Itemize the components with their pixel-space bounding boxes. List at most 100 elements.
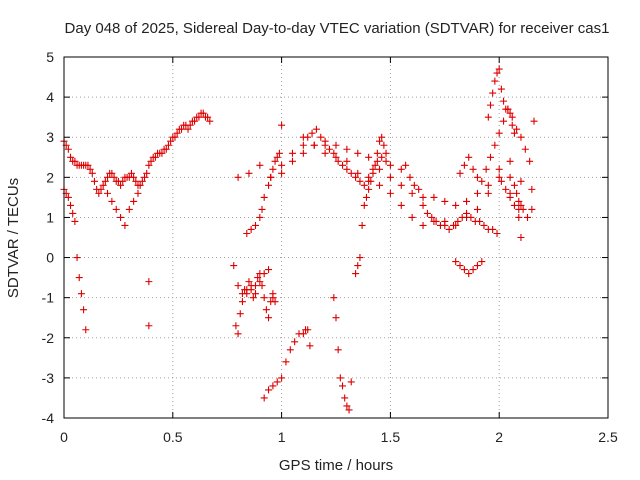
y-tick-label: 3 xyxy=(46,129,54,145)
data-point xyxy=(136,181,144,189)
data-point xyxy=(232,322,240,330)
x-tick-label: 0 xyxy=(60,429,68,445)
data-point xyxy=(243,286,251,294)
data-point xyxy=(256,213,264,221)
data-point xyxy=(119,177,127,185)
data-point xyxy=(145,161,153,169)
data-point xyxy=(469,165,477,173)
data-point xyxy=(378,153,386,161)
data-point xyxy=(288,149,296,157)
data-point xyxy=(312,125,320,133)
data-point xyxy=(517,133,525,141)
x-tick-label: 2 xyxy=(495,429,503,445)
data-point xyxy=(164,141,172,149)
data-point xyxy=(495,165,503,173)
data-point xyxy=(517,177,525,185)
data-point xyxy=(184,125,192,133)
data-point xyxy=(352,270,360,278)
data-point xyxy=(234,330,242,338)
data-point xyxy=(497,85,505,93)
data-point xyxy=(465,153,473,161)
data-point xyxy=(84,161,92,169)
x-tick-label: 2.5 xyxy=(598,429,618,445)
data-point xyxy=(95,189,103,197)
data-point xyxy=(71,217,79,225)
data-point xyxy=(141,173,149,181)
data-point xyxy=(243,229,251,237)
data-point xyxy=(171,133,179,141)
data-point xyxy=(504,105,512,113)
data-point xyxy=(64,145,72,153)
data-point xyxy=(419,201,427,209)
data-point xyxy=(108,169,116,177)
data-point xyxy=(506,189,514,197)
data-point xyxy=(410,181,418,189)
data-point xyxy=(236,310,244,318)
data-point xyxy=(186,121,194,129)
data-point xyxy=(271,157,279,165)
data-point xyxy=(117,181,125,189)
data-point xyxy=(132,177,140,185)
y-axis-label: SDTVAR / TECUs xyxy=(5,178,22,298)
data-point xyxy=(473,189,481,197)
data-point xyxy=(478,177,486,185)
data-point xyxy=(473,173,481,181)
x-axis-label: GPS time / hours xyxy=(279,457,393,474)
data-point xyxy=(77,290,85,298)
data-point xyxy=(158,149,166,157)
data-point xyxy=(402,161,410,169)
data-point xyxy=(304,326,312,334)
data-point xyxy=(356,177,364,185)
data-point xyxy=(282,358,290,366)
data-point xyxy=(138,177,146,185)
data-point xyxy=(273,378,281,386)
y-tick-label: 4 xyxy=(46,89,54,105)
x-tick-label: 1.5 xyxy=(381,429,401,445)
data-point xyxy=(406,173,414,181)
data-point xyxy=(260,294,268,302)
data-point xyxy=(376,137,384,145)
data-point xyxy=(288,157,296,165)
data-point xyxy=(143,169,151,177)
data-point xyxy=(130,173,138,181)
data-point xyxy=(491,141,499,149)
data-point xyxy=(397,181,405,189)
data-point xyxy=(271,298,279,306)
data-point xyxy=(147,157,155,165)
chart-title: Day 048 of 2025, Sidereal Day-to-day VTE… xyxy=(65,20,610,37)
data-point xyxy=(345,406,353,414)
data-point xyxy=(430,193,438,201)
grid-lines xyxy=(64,57,608,418)
data-point xyxy=(528,205,536,213)
x-tick-label: 1 xyxy=(278,429,286,445)
data-point xyxy=(419,193,427,201)
data-point xyxy=(108,197,116,205)
data-point xyxy=(112,205,120,213)
data-point xyxy=(265,314,273,322)
data-point xyxy=(523,213,531,221)
data-point xyxy=(365,153,373,161)
data-point xyxy=(134,189,142,197)
data-point xyxy=(373,157,381,165)
y-tick-label: -2 xyxy=(42,330,55,346)
data-point xyxy=(356,254,364,262)
data-point xyxy=(508,121,516,129)
data-point xyxy=(332,153,340,161)
data-point xyxy=(265,386,273,394)
data-point xyxy=(397,201,405,209)
data-point xyxy=(330,149,338,157)
data-point xyxy=(347,378,355,386)
data-point xyxy=(508,113,516,121)
data-point xyxy=(306,342,314,350)
data-point xyxy=(513,125,521,133)
data-point xyxy=(251,290,259,298)
data-point xyxy=(110,173,118,181)
data-point xyxy=(67,153,75,161)
data-point xyxy=(278,121,286,129)
data-point xyxy=(121,221,129,229)
data-point xyxy=(367,177,375,185)
data-point xyxy=(369,169,377,177)
data-point xyxy=(484,189,492,197)
data-point xyxy=(90,177,98,185)
